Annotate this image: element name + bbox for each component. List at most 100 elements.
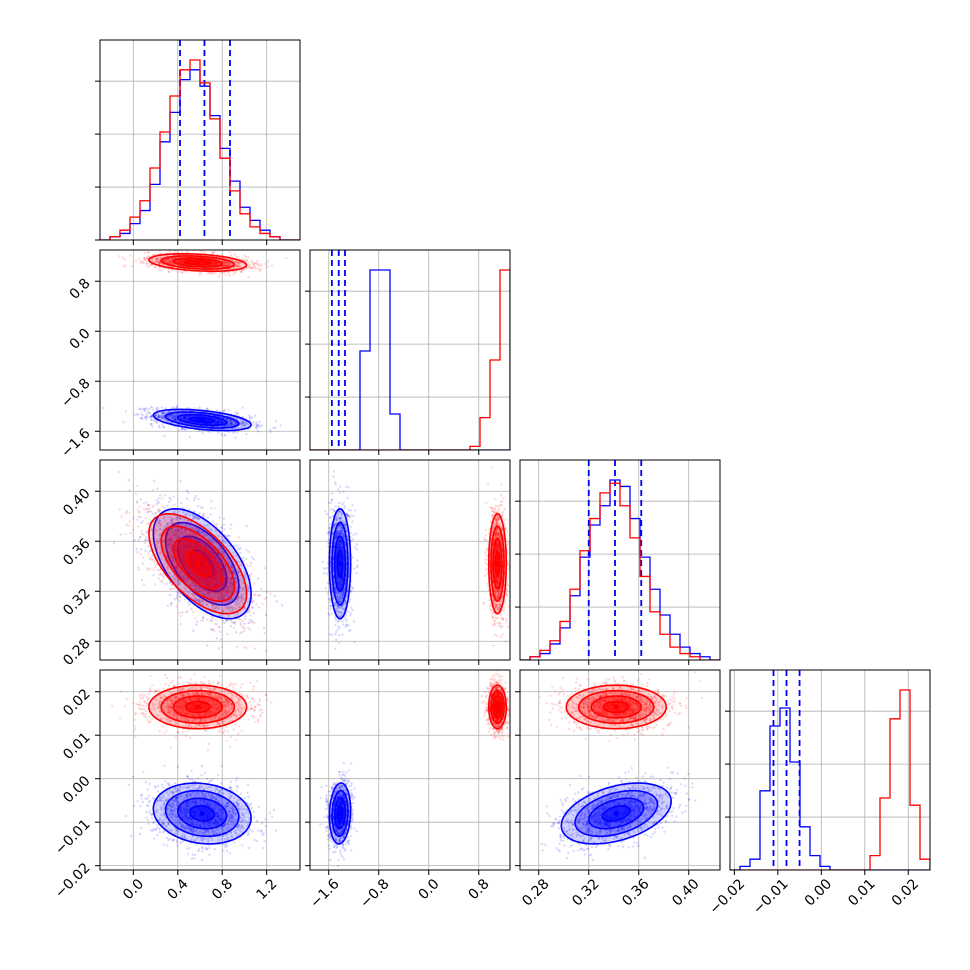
sample-point <box>200 588 203 591</box>
sample-point <box>241 419 245 422</box>
sample-point <box>216 409 219 412</box>
sample-point <box>183 543 186 546</box>
sample-point <box>169 260 172 263</box>
sample-point <box>158 414 161 417</box>
sample-point <box>168 262 172 265</box>
sample-point <box>211 604 215 607</box>
sample-point <box>174 578 177 581</box>
sample-point <box>233 577 237 580</box>
sample-point <box>241 556 245 560</box>
sample-point <box>213 578 216 581</box>
sample-point <box>229 421 232 424</box>
sample-point <box>178 548 181 551</box>
sample-point <box>232 572 235 575</box>
sample-point <box>215 262 218 265</box>
sample-point <box>180 427 184 431</box>
sample-point <box>203 550 207 553</box>
sample-point <box>155 260 158 263</box>
sample-point <box>235 412 239 416</box>
sample-point <box>158 416 161 419</box>
sample-point <box>161 414 165 418</box>
sample-point <box>216 420 219 423</box>
sample-point <box>215 637 218 640</box>
sample-point <box>173 415 176 418</box>
sample-point <box>238 548 241 551</box>
sample-point <box>210 263 213 266</box>
sample-point <box>172 566 175 570</box>
sample-point <box>134 259 138 262</box>
sample-point <box>192 576 196 579</box>
sample-point <box>153 266 157 269</box>
sample-point <box>181 556 184 560</box>
sample-point <box>195 545 198 548</box>
sample-point <box>222 573 225 577</box>
sample-point <box>183 533 186 536</box>
sample-point <box>185 548 189 551</box>
sample-point <box>182 428 185 431</box>
sample-point <box>180 554 184 557</box>
sample-point <box>235 607 238 610</box>
sample-point <box>185 543 189 547</box>
sample-point <box>151 512 154 515</box>
sample-point <box>228 587 232 590</box>
sample-point <box>175 566 178 570</box>
sample-point <box>158 527 162 531</box>
sample-point <box>239 574 242 577</box>
sample-point <box>224 261 227 265</box>
sample-point <box>193 545 196 548</box>
sample-point <box>196 529 199 532</box>
sample-point <box>202 593 205 596</box>
sample-point <box>233 544 236 548</box>
sample-point <box>160 557 163 560</box>
sample-point <box>225 585 229 589</box>
sample-point <box>135 548 138 551</box>
sample-point <box>182 562 186 565</box>
sample-point <box>165 531 168 535</box>
sample-point <box>217 574 221 577</box>
sample-point <box>194 543 197 547</box>
sample-point <box>151 406 154 409</box>
sample-point <box>169 554 173 557</box>
sample-point <box>181 574 184 578</box>
sample-point <box>186 567 189 570</box>
sample-point <box>176 553 179 556</box>
sample-point <box>182 259 185 262</box>
sample-point <box>224 260 227 264</box>
sample-point <box>222 517 226 520</box>
sample-point <box>183 542 186 546</box>
sample-point <box>165 544 168 547</box>
sample-point <box>185 523 188 526</box>
sample-point <box>191 581 194 584</box>
sample-point <box>194 545 197 549</box>
sample-point <box>213 593 217 596</box>
grid <box>100 460 300 660</box>
sample-point <box>252 600 256 603</box>
sample-point <box>146 257 149 260</box>
sample-point <box>141 413 144 417</box>
sample-point <box>168 593 172 597</box>
sample-point <box>139 552 143 556</box>
sample-point <box>243 617 247 621</box>
sample-point <box>180 549 184 553</box>
sample-point <box>182 560 185 563</box>
sample-point <box>222 264 225 267</box>
sample-point <box>147 251 150 254</box>
sample-point <box>175 406 179 410</box>
sample-point <box>184 415 187 419</box>
sample-point <box>239 551 242 555</box>
sample-point <box>223 576 226 579</box>
sample-point <box>222 260 226 263</box>
sample-point <box>220 421 223 424</box>
sample-point <box>213 576 217 580</box>
sample-point <box>158 568 162 571</box>
sample-point <box>192 603 195 607</box>
sample-point <box>207 591 210 595</box>
sample-point <box>148 550 151 553</box>
sample-point <box>160 406 163 409</box>
sample-point <box>170 519 174 522</box>
sample-point <box>210 628 213 631</box>
sample-point <box>247 605 250 609</box>
sample-point <box>141 417 144 420</box>
sample-point <box>213 564 217 567</box>
